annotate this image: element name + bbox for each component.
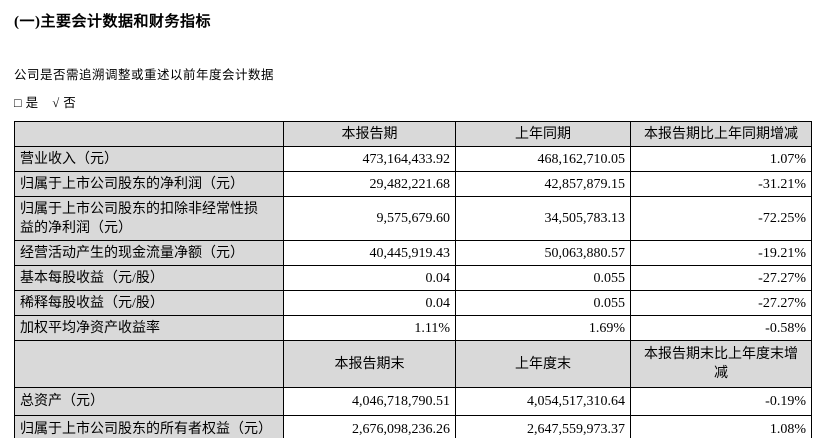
metric-label-cell: 归属于上市公司股东的净利润（元） — [14, 171, 284, 197]
current-value-cell: 40,445,919.43 — [283, 240, 456, 266]
metric-label-cell: 稀释每股收益（元/股） — [14, 290, 284, 316]
metric-label-cell: 归属于上市公司股东的扣除非经常性损益的净利润（元） — [14, 196, 284, 241]
current-value-cell: 1.11% — [283, 315, 456, 341]
table-row-operating-cash-flow: 经营活动产生的现金流量净额（元） 40,445,919.43 50,063,88… — [14, 240, 812, 266]
table-header-row-period: 本报告期 上年同期 本报告期比上年同期增减 — [14, 121, 812, 147]
prior-value-cell: 34,505,783.13 — [455, 196, 631, 241]
metric-label-cell: 基本每股收益（元/股） — [14, 265, 284, 291]
prior-value-cell: 0.055 — [455, 290, 631, 316]
metric-label-cell: 归属于上市公司股东的所有者权益（元） — [14, 415, 284, 438]
current-value-cell: 9,575,679.60 — [283, 196, 456, 241]
header-prior-period: 上年同期 — [455, 121, 631, 147]
change-value-cell: -0.58% — [630, 315, 812, 341]
change-value-cell: 1.07% — [630, 146, 812, 172]
section-title: (一)主要会计数据和财务指标 — [14, 14, 211, 30]
checkbox-no-checked: √ 否 — [52, 96, 77, 110]
header-empty-cell — [14, 121, 284, 147]
current-value-cell: 0.04 — [283, 290, 456, 316]
change-value-cell: -0.19% — [630, 387, 812, 416]
metric-label-cell: 总资产（元） — [14, 387, 284, 416]
checkbox-yes-unchecked: □ 是 — [14, 96, 39, 110]
header-prior-year-end: 上年度末 — [455, 340, 631, 388]
table-row-deducted-net-profit: 归属于上市公司股东的扣除非经常性损益的净利润（元） 9,575,679.60 3… — [14, 196, 812, 241]
change-value-cell: -31.21% — [630, 171, 812, 197]
current-value-cell: 0.04 — [283, 265, 456, 291]
prior-value-cell: 4,054,517,310.64 — [455, 387, 631, 416]
metric-label-cell: 经营活动产生的现金流量净额（元） — [14, 240, 284, 266]
table-row-revenue: 营业收入（元） 473,164,433.92 468,162,710.05 1.… — [14, 146, 812, 172]
table-row-net-profit: 归属于上市公司股东的净利润（元） 29,482,221.68 42,857,87… — [14, 171, 812, 197]
header-period-change: 本报告期比上年同期增减 — [630, 121, 812, 147]
change-value-cell: -27.27% — [630, 265, 812, 291]
prior-value-cell: 0.055 — [455, 265, 631, 291]
metric-label-cell: 营业收入（元） — [14, 146, 284, 172]
header-empty-cell — [14, 340, 284, 388]
table-row-total-assets: 总资产（元） 4,046,718,790.51 4,054,517,310.64… — [14, 387, 812, 416]
current-value-cell: 2,676,098,236.26 — [283, 415, 456, 438]
prior-value-cell: 1.69% — [455, 315, 631, 341]
change-value-cell: -72.25% — [630, 196, 812, 241]
table-row-shareholders-equity: 归属于上市公司股东的所有者权益（元） 2,676,098,236.26 2,64… — [14, 415, 812, 438]
restatement-question: 公司是否需追溯调整或重述以前年度会计数据 — [14, 68, 275, 82]
restatement-options: □ 是 √ 否 — [14, 92, 811, 111]
header-current-period-end: 本报告期末 — [283, 340, 456, 388]
change-value-cell: -27.27% — [630, 290, 812, 316]
metric-label-cell: 加权平均净资产收益率 — [14, 315, 284, 341]
table-row-basic-eps: 基本每股收益（元/股） 0.04 0.055 -27.27% — [14, 265, 812, 291]
table-row-weighted-avg-roe: 加权平均净资产收益率 1.11% 1.69% -0.58% — [14, 315, 812, 341]
header-period-end-change: 本报告期末比上年度末增减 — [630, 340, 812, 388]
current-value-cell: 29,482,221.68 — [283, 171, 456, 197]
financial-indicators-table: 本报告期 上年同期 本报告期比上年同期增减 营业收入（元） 473,164,43… — [14, 121, 812, 438]
prior-value-cell: 468,162,710.05 — [455, 146, 631, 172]
prior-value-cell: 50,063,880.57 — [455, 240, 631, 266]
prior-value-cell: 42,857,879.15 — [455, 171, 631, 197]
current-value-cell: 4,046,718,790.51 — [283, 387, 456, 416]
header-current-period: 本报告期 — [283, 121, 456, 147]
table-header-row-period-end: 本报告期末 上年度末 本报告期末比上年度末增减 — [14, 340, 812, 388]
change-value-cell: -19.21% — [630, 240, 812, 266]
change-value-cell: 1.08% — [630, 415, 812, 438]
table-row-diluted-eps: 稀释每股收益（元/股） 0.04 0.055 -27.27% — [14, 290, 812, 316]
prior-value-cell: 2,647,559,973.37 — [455, 415, 631, 438]
current-value-cell: 473,164,433.92 — [283, 146, 456, 172]
